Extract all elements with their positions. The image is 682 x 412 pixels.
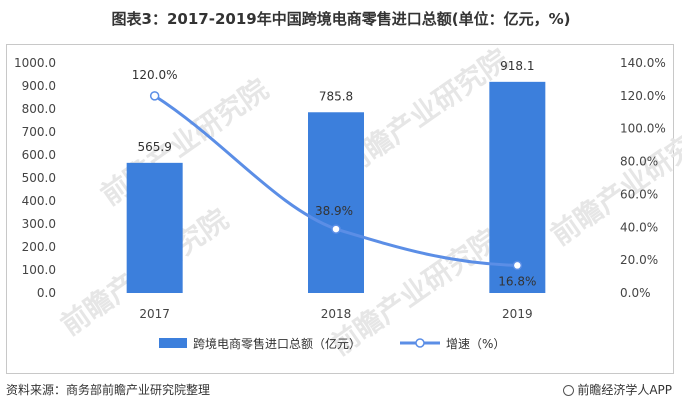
bar-2017 [126, 162, 183, 293]
brand-label: 前瞻经济学人APP [563, 381, 672, 398]
y-left-tick-label: 200.0 [22, 240, 56, 254]
y-right-tick-label: 120.0% [620, 89, 666, 103]
y-left-tick-label: 800.0 [22, 102, 56, 116]
bar-2019 [489, 81, 546, 293]
growth-value-label: 16.8% [498, 274, 536, 288]
y-right-tick-label: 40.0% [620, 220, 658, 234]
y-right-tick-label: 60.0% [620, 187, 658, 201]
growth-point-2019 [512, 260, 523, 271]
bar-value-label: 785.8 [319, 89, 353, 103]
y-left-tick-label: 900.0 [22, 79, 56, 93]
y-left-tick-label: 600.0 [22, 148, 56, 162]
growth-point-2018 [331, 224, 341, 234]
bar-value-label: 918.1 [500, 59, 534, 73]
right-axis-ticks: 0.0% 20.0% 40.0% 60.0% 80.0% 100.0% 120.0% 140.… [620, 56, 666, 300]
brand-text: 前瞻经济学人APP [577, 383, 672, 397]
brand-logo-icon [563, 385, 575, 396]
legend: 跨境电商零售进口总额（亿元） 增速（%） [159, 336, 505, 351]
x-tick-label: 2018 [321, 307, 352, 321]
left-axis-ticks: 0.0 100.0 200.0 300.0 400.0 500.0 600.0 700.0 80… [14, 56, 56, 300]
bar-value-label: 565.9 [137, 140, 171, 154]
y-right-tick-label: 0.0% [620, 286, 651, 300]
bar-2018 [308, 112, 364, 294]
watermark-text: 前瞻产业研究院 [95, 72, 274, 211]
growth-point-2017 [149, 91, 160, 101]
legend-bar-label: 跨境电商零售进口总额（亿元） [193, 336, 361, 351]
growth-value-label: 120.0% [132, 68, 178, 82]
line-layer: 120.0% 38.9% 16.8% [132, 68, 537, 289]
chart-title: 图表3：2017-2019年中国跨境电商零售进口总额(单位：亿元，%) [111, 10, 571, 28]
chart-frame [6, 44, 674, 374]
y-left-tick-label: 300.0 [22, 217, 56, 231]
y-left-tick-label: 500.0 [22, 171, 56, 185]
y-left-tick-label: 400.0 [22, 194, 56, 208]
bars-layer: 565.9 785.8 918.1 [126, 59, 546, 294]
x-tick-label: 2017 [139, 307, 170, 321]
y-right-tick-label: 20.0% [620, 253, 658, 267]
y-left-tick-label: 0.0 [37, 286, 56, 300]
x-tick-label: 2019 [502, 307, 533, 321]
legend-line-marker [415, 338, 425, 348]
legend-bar-swatch [159, 338, 187, 348]
y-right-tick-label: 100.0% [620, 122, 666, 136]
y-right-tick-label: 80.0% [620, 155, 658, 169]
y-right-tick-label: 140.0% [620, 56, 666, 70]
legend-line-label: 增速（%） [446, 337, 505, 351]
y-left-tick-label: 100.0 [22, 263, 56, 277]
source-note: 资料来源：商务部前瞻产业研究院整理 [6, 383, 211, 397]
y-left-tick-label: 700.0 [22, 125, 56, 139]
y-left-tick-label: 1000.0 [14, 56, 56, 70]
x-axis-ticks: 2017 2018 2019 [139, 307, 532, 321]
growth-value-label: 38.9% [315, 204, 353, 218]
